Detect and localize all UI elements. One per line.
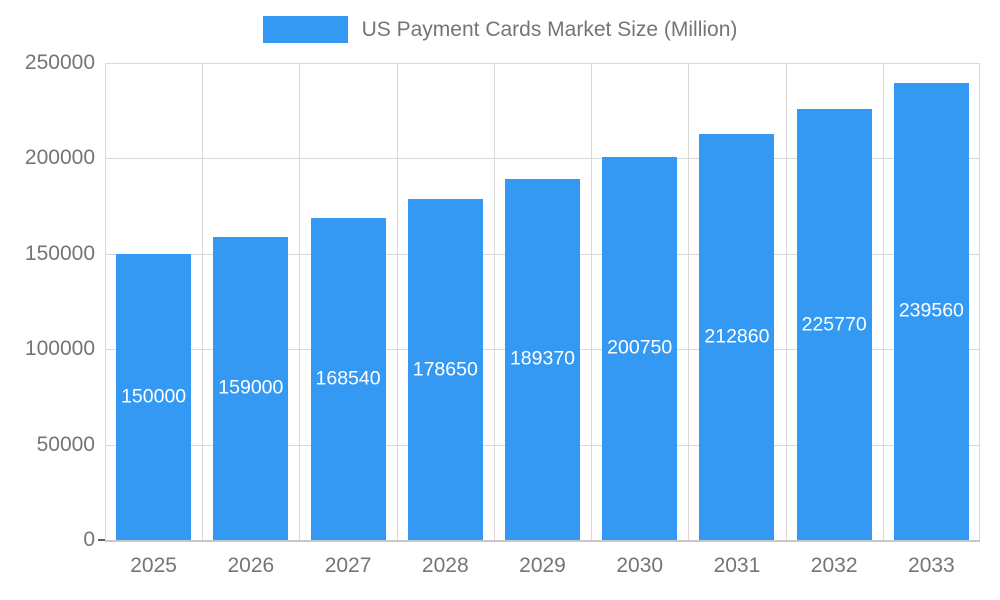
x-tick-label: 2030 [616,554,664,577]
y-tick-label: 150000 [24,241,95,265]
bar-value-label: 168540 [315,367,381,390]
gridline-v [882,63,884,540]
x-tick-label: 2033 [908,554,955,577]
legend: US Payment Cards Market Size (Million) [0,16,1000,43]
bar-2027[interactable] [310,218,386,540]
x-axis: 2025 2026 2027 2028 2029 2030 2031 2032 2033 [105,552,980,584]
gridline-v [396,63,398,540]
bar-2029[interactable] [505,178,580,540]
gridline-v [591,63,593,540]
bar-2026[interactable] [213,236,289,540]
gridline-h [105,158,980,160]
gridline-v [688,63,690,540]
x-tick-label: 2031 [713,554,761,577]
bar-value-label: 225770 [801,313,867,336]
bar-value-label: 239560 [898,299,964,322]
bar-value-label: 159000 [218,376,284,399]
gridline-v [202,63,204,540]
bar-value-label: 212860 [704,325,770,348]
y-tick-label: 250000 [24,51,95,74]
bar-value-label: 200750 [607,336,673,359]
y-tick-label: 100000 [24,337,95,361]
gridline-h [105,63,980,64]
gridline-v [493,63,495,540]
y-tick-label: 50000 [36,432,95,456]
legend-swatch [262,16,348,43]
bar-2030[interactable] [602,156,678,540]
x-tick-label: 2028 [421,554,469,577]
gridline-v [299,63,301,540]
plot-area: 150000 159000 168540 178650 189370 200750 2128… [98,63,980,542]
bar-2028[interactable] [407,199,483,540]
bar-2033[interactable] [893,82,969,540]
x-tick-label: 2027 [324,554,372,577]
x-tick-label: 2025 [130,554,177,577]
y-axis: 0 50000 100000 150000 200000 250000 [0,51,95,551]
bar-2025[interactable] [116,253,192,540]
x-tick-label: 2029 [519,554,566,577]
gridline-v [785,63,787,540]
legend-label: US Payment Cards Market Size (Million) [361,17,738,41]
bar-value-label: 178650 [412,358,478,381]
bar-2032[interactable] [796,109,872,540]
gridline-v [105,63,106,540]
zero-tick [98,539,105,541]
x-tick-label: 2026 [227,554,275,577]
bar-value-label: 189370 [509,347,576,370]
y-tick-label: 0 [83,528,95,551]
gridline-v [979,63,980,540]
bar-value-label: 150000 [121,385,187,408]
y-tick-label: 200000 [24,146,95,170]
bar-2031[interactable] [699,133,775,540]
x-tick-label: 2032 [810,554,858,577]
